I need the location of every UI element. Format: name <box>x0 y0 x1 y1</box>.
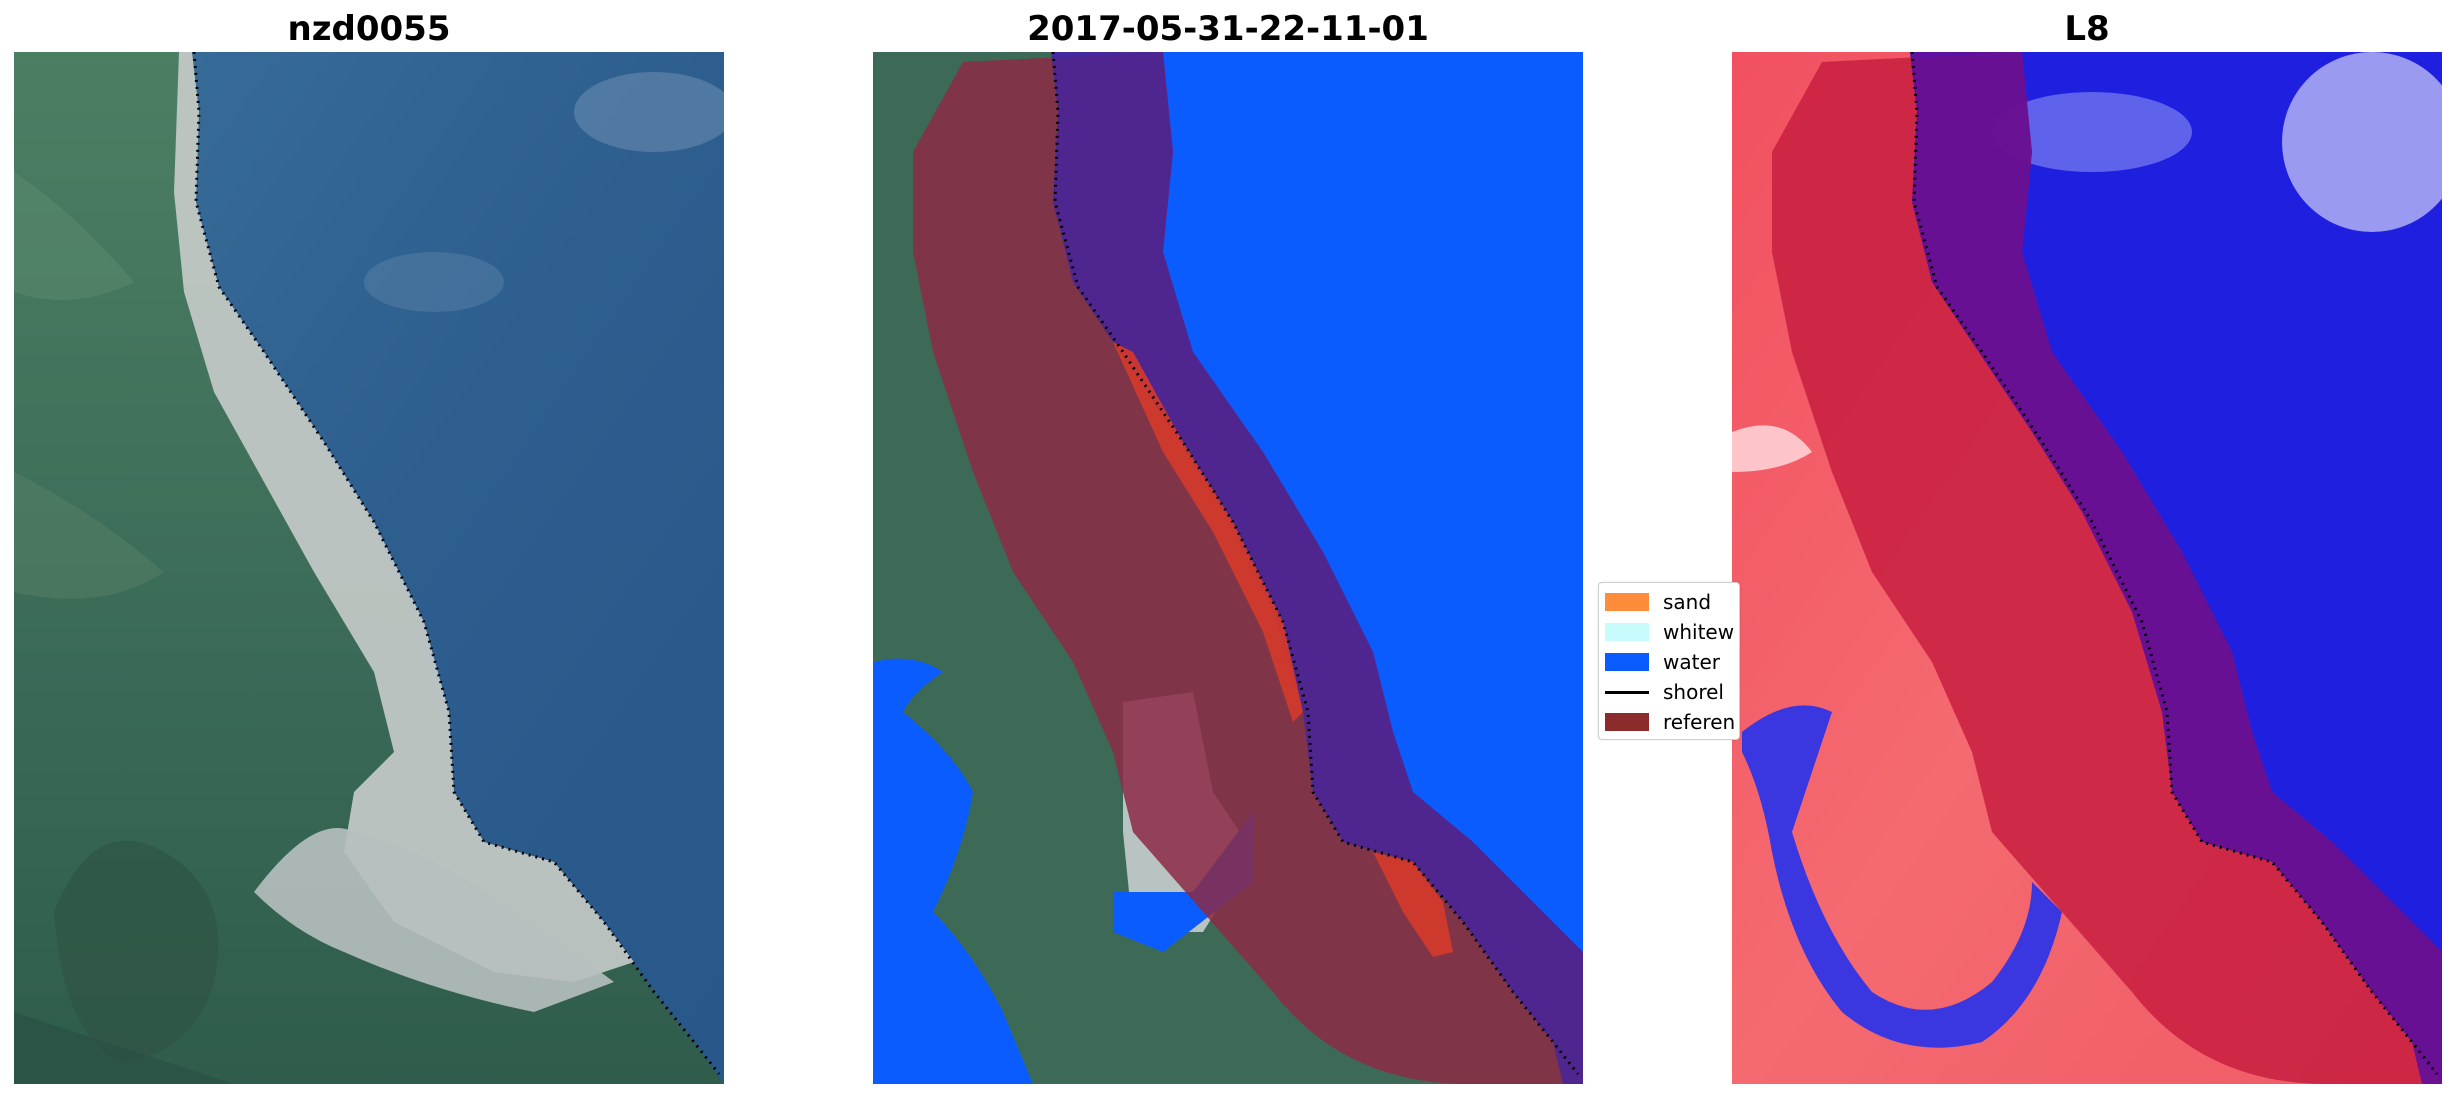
rgb-satellite-image <box>14 52 724 1084</box>
index-image <box>1732 52 2442 1084</box>
panel-title-index: L8 <box>2064 9 2110 49</box>
legend-item-shoreline: shorel <box>1605 679 1724 705</box>
shoreline-dotted <box>192 52 721 1075</box>
legend-item-water: water <box>1605 649 1720 675</box>
classified-image <box>873 52 1583 1084</box>
panel-title-rgb: nzd0055 <box>287 9 451 49</box>
legend-item-sand: sand <box>1605 589 1711 615</box>
legend-item-reference: referen <box>1605 709 1735 735</box>
panel-title-classified: 2017-05-31-22-11-01 <box>1027 9 1429 49</box>
legend-item-whitewater: whitew <box>1605 619 1734 645</box>
legend: sand whitew water shorel referen <box>1598 582 1740 740</box>
